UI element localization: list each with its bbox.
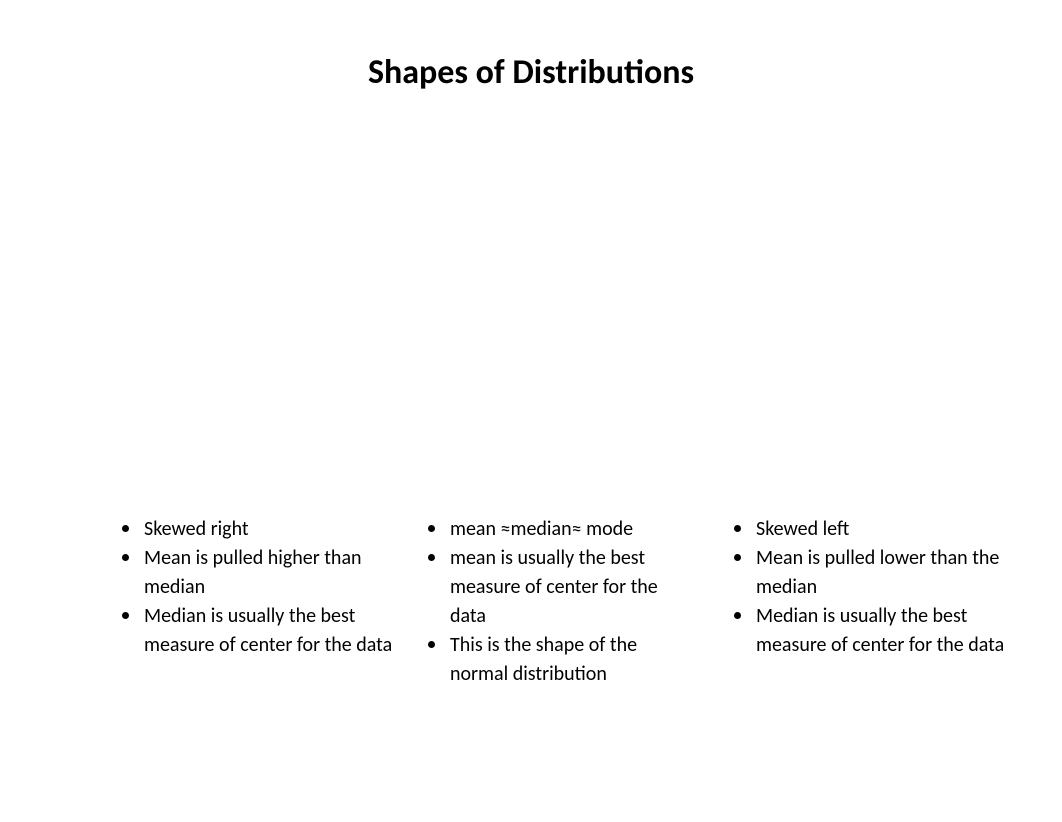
list-symmetric: mean ≈median≈ mode mean is usually the b… bbox=[428, 515, 698, 689]
list-skewed-right: Skewed right Mean is pulled higher than … bbox=[122, 515, 400, 660]
list-item: Mean is pulled lower than the median bbox=[734, 544, 1014, 602]
column-symmetric: mean ≈median≈ mode mean is usually the b… bbox=[428, 515, 718, 689]
list-item: mean is usually the best measure of cent… bbox=[428, 544, 698, 631]
list-item: Median is usually the best measure of ce… bbox=[122, 602, 400, 660]
column-skewed-right: Skewed right Mean is pulled higher than … bbox=[122, 515, 420, 689]
list-item: Skewed right bbox=[122, 515, 400, 544]
list-skewed-left: Skewed left Mean is pulled lower than th… bbox=[734, 515, 1014, 660]
list-item: mean ≈median≈ mode bbox=[428, 515, 698, 544]
list-item: Median is usually the best measure of ce… bbox=[734, 602, 1014, 660]
columns-container: Skewed right Mean is pulled higher than … bbox=[0, 515, 1062, 689]
list-item: Mean is pulled higher than median bbox=[122, 544, 400, 602]
page-title: Shapes of Distributions bbox=[0, 0, 1062, 93]
column-skewed-left: Skewed left Mean is pulled lower than th… bbox=[734, 515, 1034, 689]
list-item: Skewed left bbox=[734, 515, 1014, 544]
list-item: This is the shape of the normal distribu… bbox=[428, 631, 698, 689]
